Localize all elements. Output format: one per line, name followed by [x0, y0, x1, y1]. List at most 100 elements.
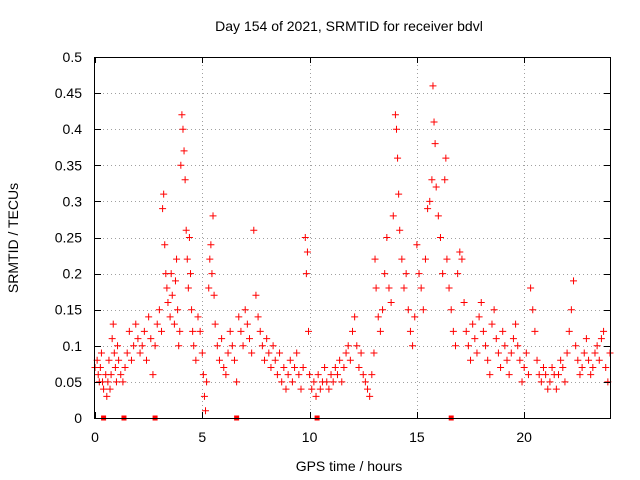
data-point — [364, 385, 372, 393]
data-point — [458, 255, 466, 263]
data-point — [490, 306, 498, 314]
data-point — [184, 284, 192, 292]
data-point — [170, 320, 178, 328]
data-point — [168, 291, 176, 299]
data-point — [387, 298, 395, 306]
data-point — [145, 313, 153, 321]
data-point — [441, 176, 449, 184]
data-point — [430, 118, 438, 126]
data-point — [572, 342, 580, 350]
data-point — [559, 363, 567, 371]
grid — [95, 57, 610, 418]
data-point — [206, 255, 214, 263]
data-point — [557, 356, 565, 364]
data-point — [243, 320, 251, 328]
data-point — [327, 371, 335, 379]
data-point — [228, 342, 236, 350]
data-point — [383, 234, 391, 241]
plot-frame — [94, 57, 611, 419]
data-point — [263, 335, 271, 343]
data-point — [254, 313, 262, 321]
data-point — [439, 270, 447, 278]
data-point — [479, 327, 487, 335]
data-point — [529, 306, 537, 314]
data-point — [177, 161, 185, 169]
data-point — [520, 363, 528, 371]
data-point — [379, 306, 387, 314]
data-point — [297, 385, 305, 393]
data-point — [533, 356, 541, 364]
data-point — [514, 342, 522, 350]
data-point — [183, 255, 191, 263]
y-tick-labels: 0 0.05 0.1 0.15 0.2 0.25 0.3 0.35 0.4 0.45 0.5 — [55, 49, 82, 426]
data-point — [199, 371, 207, 379]
data-point — [494, 349, 502, 357]
data-point — [567, 306, 575, 314]
data-point — [179, 125, 187, 133]
data-point — [226, 327, 234, 335]
data-point — [578, 363, 586, 371]
data-point — [160, 190, 168, 198]
data-point — [372, 284, 380, 292]
data-point — [460, 298, 468, 306]
data-point — [171, 277, 179, 285]
data-point — [175, 342, 183, 350]
data-point — [155, 306, 163, 314]
data-point — [202, 407, 210, 415]
data-point — [421, 255, 429, 263]
data-point — [107, 371, 115, 379]
data-point — [411, 313, 419, 321]
data-point — [344, 342, 352, 350]
data-point — [198, 349, 206, 357]
data-point — [419, 306, 427, 314]
data-point — [166, 313, 174, 321]
data-point — [370, 349, 378, 357]
data-point — [522, 349, 530, 357]
data-point — [342, 349, 350, 357]
data-point — [286, 356, 294, 364]
data-point — [151, 342, 159, 350]
data-point — [159, 205, 167, 213]
data-point — [602, 363, 610, 371]
data-point — [467, 356, 475, 364]
data-point — [218, 335, 226, 343]
data-point — [589, 363, 597, 371]
data-point — [591, 349, 599, 357]
data-point — [276, 349, 284, 357]
data-point — [109, 320, 117, 328]
data-point — [469, 320, 477, 328]
data-point — [587, 371, 595, 379]
data-point — [96, 363, 104, 371]
data-point — [237, 327, 245, 335]
data-point — [205, 284, 213, 292]
data-point — [258, 342, 266, 350]
data-point — [565, 327, 573, 335]
data-point — [161, 241, 169, 249]
data-point — [186, 270, 194, 278]
y-tick-label: 0.15 — [55, 302, 82, 318]
data-point — [105, 356, 113, 364]
data-point — [269, 342, 277, 350]
data-point — [482, 342, 490, 350]
data-point — [426, 197, 434, 205]
data-point — [398, 255, 406, 263]
data-point — [303, 248, 311, 256]
data-point — [196, 327, 204, 335]
data-point — [505, 371, 513, 379]
data-point — [443, 255, 451, 263]
data-point — [396, 226, 404, 234]
data-point — [409, 342, 417, 350]
data-point — [282, 385, 290, 393]
data-point — [215, 356, 223, 364]
data-point — [507, 349, 515, 357]
data-point — [138, 342, 146, 350]
data-point — [174, 306, 182, 314]
data-point — [180, 147, 188, 155]
data-point — [464, 342, 472, 350]
data-point — [449, 327, 457, 335]
data-point — [239, 342, 247, 350]
data-point — [593, 342, 601, 350]
data-point — [295, 371, 303, 379]
data-point — [580, 349, 588, 357]
